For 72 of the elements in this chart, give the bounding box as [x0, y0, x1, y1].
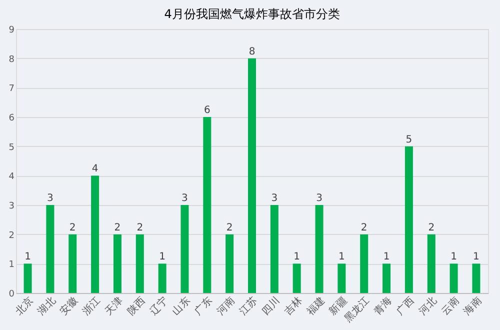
data-label: 2: [114, 222, 121, 234]
bar: [91, 176, 100, 293]
data-label: 1: [473, 252, 480, 263]
data-label: 1: [450, 252, 457, 263]
data-label: 2: [226, 222, 233, 234]
data-label: 8: [248, 46, 256, 58]
data-label: 2: [360, 222, 368, 234]
bar: [113, 234, 122, 293]
bar: [203, 117, 212, 293]
x-tick-label: 山东: [170, 294, 193, 318]
data-label: 6: [204, 105, 210, 116]
bar: [472, 264, 480, 293]
bar: [382, 264, 391, 293]
x-tick-label: 天津: [102, 294, 126, 318]
y-tick-label: 5: [8, 142, 14, 153]
bar: [404, 146, 413, 293]
x-tick-label: 云南: [438, 294, 462, 318]
bar: [427, 234, 436, 293]
x-tick-label: 湖北: [35, 294, 58, 318]
data-label: 3: [47, 193, 54, 204]
y-tick-label: 7: [8, 84, 14, 94]
bar: [158, 264, 166, 293]
bar: [180, 205, 189, 293]
data-label: 5: [406, 134, 412, 146]
y-tick-label: 8: [8, 54, 15, 65]
data-label: 2: [428, 222, 435, 234]
data-label: 3: [271, 193, 278, 204]
bar: [360, 234, 368, 293]
x-tick-label: 四川: [260, 294, 282, 318]
bar: [270, 205, 278, 293]
y-tick-label: 1: [8, 260, 14, 270]
data-label: 1: [383, 252, 390, 263]
y-tick-label: 6: [8, 114, 15, 124]
data-label: 4: [92, 164, 98, 175]
x-tick-label: 浙江: [80, 294, 103, 318]
x-tick-label: 河北: [416, 294, 440, 318]
bar: [450, 264, 458, 293]
data-label: 2: [136, 222, 144, 234]
x-tick-label: 北京: [12, 294, 36, 318]
x-tick-label: 河南: [214, 294, 238, 318]
x-tick-label: 陕西: [125, 294, 148, 318]
bar: [226, 234, 234, 293]
bar: [68, 234, 77, 293]
x-tick-label: 江苏: [237, 294, 260, 318]
data-label: 1: [24, 252, 31, 263]
bar: [136, 234, 144, 293]
data-label: 2: [69, 222, 76, 234]
x-tick-label: 海南: [461, 294, 484, 318]
y-tick-label: 9: [8, 26, 15, 36]
x-tick-label: 福建: [304, 294, 328, 318]
bar: [248, 58, 256, 293]
data-label: 3: [316, 193, 322, 204]
x-tick-label: 吉林: [282, 294, 305, 318]
y-tick-label: 2: [8, 230, 14, 241]
data-label: 1: [294, 252, 300, 263]
bar: [315, 205, 324, 293]
x-tick-label: 辽宁: [147, 294, 170, 318]
data-label: 1: [338, 252, 345, 263]
data-label: 1: [159, 252, 166, 263]
y-tick-label: 3: [8, 202, 14, 212]
data-label: 3: [182, 193, 188, 204]
x-tick-label: 安徽: [58, 294, 80, 318]
x-tick-label: 广西: [394, 294, 417, 318]
x-tick-label: 青海: [372, 294, 394, 318]
bar: [338, 264, 346, 293]
bar: [24, 264, 32, 293]
bar: [46, 205, 54, 293]
x-tick-label: 广东: [192, 294, 215, 318]
bar: [292, 264, 301, 293]
chart-title: 4月份我国燃气爆炸事故省市分类: [164, 7, 340, 21]
y-tick-label: 0: [8, 290, 15, 300]
y-tick-label: 4: [8, 172, 15, 182]
